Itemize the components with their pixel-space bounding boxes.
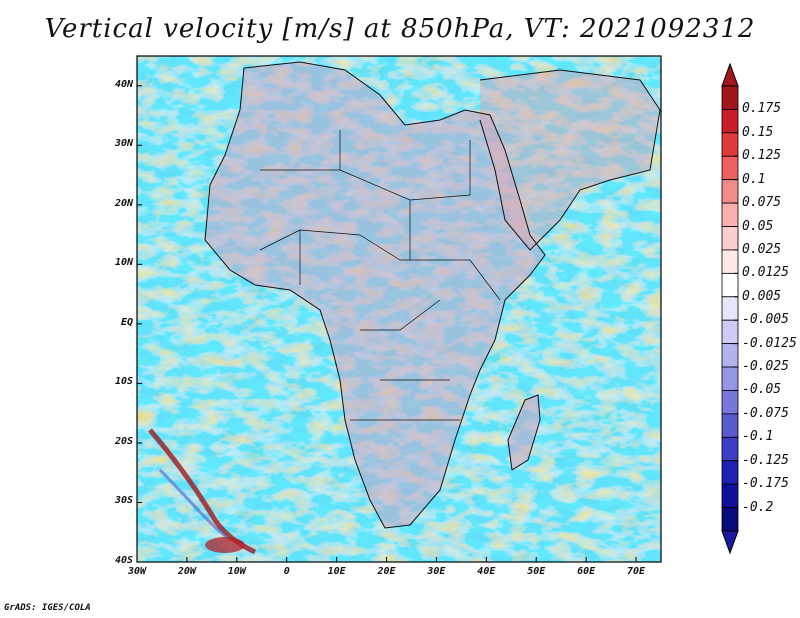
- colorbar-label: 0.075: [742, 195, 782, 211]
- colorbar-label: -0.075: [742, 405, 789, 421]
- lon-tick-label: 30W: [127, 566, 147, 577]
- colorbar-label: -0.2: [742, 499, 774, 515]
- lat-tick-label: 10N: [114, 257, 133, 269]
- colorbar-label: 0.15: [742, 124, 774, 140]
- colorbar-label: -0.0125: [742, 335, 797, 351]
- arabia-coastline: [479, 69, 661, 251]
- lat-tick-label: 40S: [114, 555, 133, 566]
- lon-tick-label: 10W: [227, 566, 246, 577]
- colorbar-label: 0.125: [742, 148, 782, 164]
- country-borders: [259, 130, 501, 421]
- africa-landmass: [205, 62, 545, 528]
- coastlines: [204, 61, 661, 529]
- credit-text: GrADS: IGES/COLA: [4, 603, 91, 613]
- lon-tick-label: 20E: [377, 566, 396, 577]
- colorbar-label: -0.175: [742, 476, 789, 492]
- lon-tick-label: 70E: [627, 566, 646, 577]
- lon-tick-label: 50E: [527, 566, 546, 577]
- lon-tick-label: 30E: [427, 566, 446, 577]
- colorbar-label: -0.005: [742, 312, 789, 328]
- lat-tick-label: 10S: [114, 376, 133, 388]
- lat-tick-label: 30N: [114, 138, 133, 150]
- chart-title: Vertical velocity [m/s] at 850hPa, VT: 2…: [44, 14, 756, 44]
- colorbar-label: 0.1: [742, 171, 766, 187]
- arabia-landmass: [480, 70, 660, 250]
- colorbar-label: -0.125: [742, 452, 789, 468]
- lon-tick-label: 20W: [177, 566, 196, 577]
- madagascar-coastline: [507, 394, 541, 471]
- lat-tick-label: 40N: [114, 78, 133, 90]
- plot-frame: [136, 55, 662, 563]
- africa-coastline: [204, 61, 546, 529]
- velocity-field: [137, 56, 661, 562]
- lon-tick-label: 60E: [577, 566, 596, 577]
- lon-tick-label: 40E: [477, 566, 496, 577]
- lat-tick-label: EQ: [120, 316, 133, 328]
- colorbar-label: -0.1: [742, 429, 774, 445]
- madagascar: [508, 395, 540, 470]
- lat-tick-label: 30S: [114, 495, 133, 507]
- colorbar-label: 0.005: [742, 288, 782, 304]
- colorbar-label: 0.175: [742, 101, 782, 117]
- axis-ticks: [136, 85, 637, 563]
- colorbar-label: -0.05: [742, 382, 782, 398]
- lat-tick-label: 20N: [114, 197, 133, 209]
- colorbar-label: -0.025: [742, 359, 789, 375]
- colorbar-label: 0.05: [742, 218, 774, 234]
- lat-tick-label: 20S: [114, 435, 133, 447]
- lon-tick-label: 0: [283, 566, 290, 577]
- colorbar-label: 0.025: [742, 241, 782, 257]
- colorbar-label: 0.0125: [742, 265, 789, 281]
- lon-tick-label: 10E: [327, 566, 346, 577]
